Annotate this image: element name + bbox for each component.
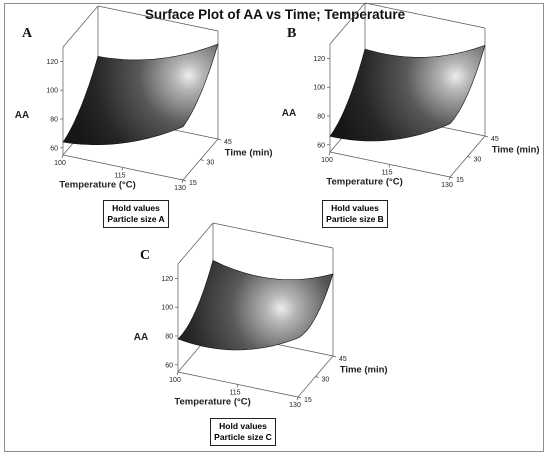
y-tick-label: 45 <box>491 136 499 143</box>
top-back-edges <box>329 2 486 45</box>
y-tick-mark <box>315 376 319 378</box>
panel-label-c: C <box>140 248 151 263</box>
hold-values-heading: Hold values <box>219 421 267 431</box>
temperature-axis-title: Temperature (°C) <box>326 177 402 188</box>
z-tick-label: 100 <box>161 305 173 312</box>
hold-values-setting: Particle size A <box>107 214 165 224</box>
y-tick-mark <box>449 176 454 179</box>
x-tick-label: 130 <box>441 182 453 189</box>
temperature-axis-title: Temperature (°C) <box>59 180 135 191</box>
x-tick-label: 100 <box>321 157 333 164</box>
top-back-edges <box>177 222 334 265</box>
z-tick-label: 80 <box>50 117 58 124</box>
hold-values-heading: Hold values <box>112 203 160 213</box>
z-tick-label: 60 <box>50 145 58 152</box>
y-tick-label: 15 <box>189 180 197 187</box>
x-tick-label: 115 <box>229 390 240 397</box>
response-surface <box>177 259 334 351</box>
y-tick-label: 45 <box>339 356 347 363</box>
x-tick-mark <box>448 176 451 181</box>
x-tick-mark <box>181 179 184 184</box>
time-axis-title: Time (min) <box>492 145 540 156</box>
y-tick-label: 45 <box>224 139 232 146</box>
y-tick-label: 30 <box>207 160 215 167</box>
x-tick-mark <box>388 164 391 168</box>
z-tick-label: 100 <box>46 88 58 95</box>
z-tick-label: 120 <box>161 276 173 283</box>
y-tick-mark <box>200 159 204 161</box>
aa-axis-title: AA <box>282 108 296 119</box>
x-tick-mark <box>296 396 299 401</box>
aa-axis-title: AA <box>134 332 148 343</box>
y-tick-mark <box>467 156 471 158</box>
x-tick-label: 100 <box>169 377 181 384</box>
panel-label-a: A <box>22 26 33 41</box>
y-tick-mark <box>297 396 302 399</box>
y-tick-label: 30 <box>474 157 482 164</box>
x-tick-label: 100 <box>54 160 66 167</box>
z-tick-label: 100 <box>313 85 325 92</box>
y-tick-label: 15 <box>304 397 312 404</box>
x-tick-mark <box>121 167 124 171</box>
response-surface <box>62 43 219 145</box>
x-tick-label: 130 <box>289 402 301 409</box>
y-tick-mark <box>217 138 222 141</box>
time-axis-title: Time (min) <box>340 365 388 376</box>
x-tick-mark <box>176 371 179 376</box>
y-tick-mark <box>484 135 489 138</box>
x-tick-label: 115 <box>381 170 392 177</box>
y-tick-mark <box>332 355 337 358</box>
x-tick-label: 130 <box>174 185 186 192</box>
hold-values-setting: Particle size B <box>326 214 384 224</box>
aa-axis-title: AA <box>15 110 29 121</box>
x-tick-mark <box>328 151 331 156</box>
top-back-edges <box>62 5 219 48</box>
panel-label-b: B <box>287 26 297 41</box>
x-tick-mark <box>236 384 239 388</box>
hold-values-box-b: Hold values Particle size B <box>322 200 388 228</box>
z-tick-label: 80 <box>165 334 173 341</box>
hold-values-box-a: Hold values Particle size A <box>103 200 169 228</box>
hold-values-heading: Hold values <box>331 203 379 213</box>
time-axis-title: Time (min) <box>225 148 273 159</box>
figure-title: Surface Plot of AA vs Time; Temperature <box>144 7 406 22</box>
y-tick-label: 15 <box>456 177 464 184</box>
x-tick-mark <box>61 154 64 159</box>
y-tick-label: 30 <box>322 377 330 384</box>
z-tick-label: 120 <box>313 56 325 63</box>
y-tick-mark <box>182 179 187 182</box>
z-tick-label: 60 <box>165 362 173 369</box>
z-tick-label: 60 <box>317 142 325 149</box>
hold-values-setting: Particle size C <box>214 432 272 442</box>
hold-values-box-c: Hold values Particle size C <box>210 418 276 446</box>
z-tick-label: 120 <box>46 59 58 66</box>
response-surface <box>329 44 486 142</box>
figure-frame <box>4 3 544 452</box>
z-tick-label: 80 <box>317 114 325 121</box>
temperature-axis-title: Temperature (°C) <box>174 397 250 408</box>
x-tick-label: 115 <box>114 173 125 180</box>
